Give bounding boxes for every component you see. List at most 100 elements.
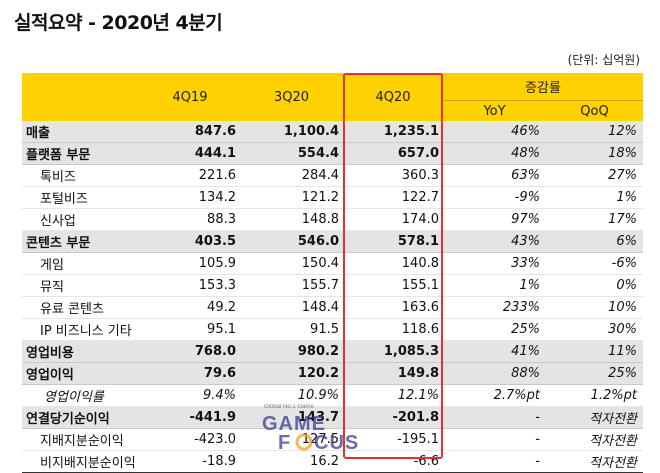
cell-4q19: 768.0 xyxy=(140,340,240,363)
cell-4q20: 657.0 xyxy=(343,142,443,165)
cell-4q20: 140.8 xyxy=(401,256,439,271)
cell-qoq: 적자전환 xyxy=(546,450,643,473)
page-title: 실적요약 - 2020년 4분기 xyxy=(14,12,223,34)
cell-4q20: 122.7 xyxy=(401,190,439,205)
row-label: 플랫폼 부문 xyxy=(22,142,140,165)
cell-4q20: 163.6 xyxy=(401,300,439,315)
table-row: 플랫폼 부문 444.1 554.4 657.0 48% 18% xyxy=(22,142,643,165)
row-label: 지배지분순이익 xyxy=(40,434,124,449)
cell-qoq: 1% xyxy=(616,190,637,205)
cell-3q20: 16.2 xyxy=(240,450,343,473)
table-row: 비지배지분순이익 -18.9 16.2 -6.6- 적자전환 xyxy=(22,450,643,473)
cell-4q20: 12.1% xyxy=(397,388,439,403)
cell-yoy: 88% xyxy=(443,362,546,385)
cell-qoq: 25% xyxy=(546,362,643,385)
table-row: 뮤직 153.3 155.7 155.1 1% 0% xyxy=(22,275,643,297)
header-growth: 증감률 xyxy=(443,73,643,101)
cell-4q19: 95.1 xyxy=(207,322,236,337)
cell-3q20: 91.5 xyxy=(310,322,339,337)
cell-qoq: 18% xyxy=(546,142,643,165)
cell-4q19: 221.6 xyxy=(198,168,236,183)
cell-3q20: 155.7 xyxy=(301,278,339,293)
table-row: 톡비즈 221.6 284.4 360.3 63% 27% xyxy=(22,165,643,187)
cell-4q19: 105.9 xyxy=(198,256,236,271)
header-yoy: YoY xyxy=(443,100,546,121)
cell-3q20: 148.4 xyxy=(301,300,339,315)
cell-4q19: 444.1 xyxy=(140,142,240,165)
cell-qoq: 11% xyxy=(546,340,643,363)
row-label: 영업이익 xyxy=(22,362,140,385)
cell-qoq: 12% xyxy=(546,121,643,143)
row-label: 콘텐츠 부문 xyxy=(22,230,140,253)
cell-qoq: 1.2%pt xyxy=(590,388,637,403)
cell-yoy: -9% xyxy=(514,190,540,205)
row-label: 매출 xyxy=(22,121,140,143)
cell-yoy: 48% xyxy=(443,142,546,165)
cell-yoy: 63% xyxy=(511,168,540,183)
table-row: 영업이익률 9.4% 10.9% 12.1% 2.7%pt 1.2%pt xyxy=(22,385,643,407)
cell-3q20: 10.9% xyxy=(297,388,339,403)
table-subheader-row: YoY QoQ xyxy=(22,100,643,121)
cell-4q19: -423.0 xyxy=(194,432,236,447)
cell-qoq: 10% xyxy=(608,300,637,315)
cell-3q20: 546.0 xyxy=(240,230,343,253)
row-label: 신사업 xyxy=(40,214,76,229)
header-qoq: QoQ xyxy=(546,100,643,121)
cell-4q19: 88.3 xyxy=(207,212,236,227)
cell-yoy: 33% xyxy=(511,256,540,271)
table-row: 영업비용 768.0 980.2 1,085.3 41% 11% xyxy=(22,340,643,363)
cell-4q20: -6.6 xyxy=(343,450,443,473)
cell-4q19: -18.9 xyxy=(140,450,240,473)
cell-4q20: 174.0 xyxy=(401,212,439,227)
cell-3q20: 980.2 xyxy=(240,340,343,363)
row-label: 톡비즈 xyxy=(40,170,76,185)
table-row: 신사업 88.3 148.8 174.0 97% 17% xyxy=(22,209,643,231)
cell-4q19: 403.5 xyxy=(140,230,240,253)
row-label: 뮤직 xyxy=(40,280,64,295)
cell-4q20: 578.1 xyxy=(343,230,443,253)
cell-3q20: 143.7 xyxy=(240,406,343,429)
cell-3q20: 120.2 xyxy=(240,362,343,385)
table-row: 포털비즈 134.2 121.2 122.7 -9% 1% xyxy=(22,187,643,209)
cell-3q20: 121.2 xyxy=(301,190,339,205)
cell-yoy: 97% xyxy=(511,212,540,227)
cell-4q20: 1,085.3 xyxy=(343,340,443,363)
cell-yoy: 25% xyxy=(511,322,540,337)
cell-4q20: 149.8 xyxy=(343,362,443,385)
cell-qoq: -6% xyxy=(611,256,637,271)
cell-yoy: - xyxy=(443,406,546,429)
row-label: 비지배지분순이익 xyxy=(22,450,140,473)
cell-4q20: 118.6 xyxy=(401,322,439,337)
row-label: IP 비즈니스 기타 xyxy=(40,324,132,339)
table-row: 게임 105.9 150.4 140.8 33% -6% xyxy=(22,253,643,275)
cell-3q20: 1,100.4 xyxy=(240,121,343,143)
unit-note: (단위: 십억원) xyxy=(567,53,640,67)
cell-3q20: 127.5 xyxy=(301,432,339,447)
row-label: 연결당기순이익 xyxy=(22,406,140,429)
cell-4q19: 49.2 xyxy=(207,300,236,315)
table-row: IP 비즈니스 기타 95.1 91.5 118.6 25% 30% xyxy=(22,319,643,341)
cell-3q20: 284.4 xyxy=(301,168,339,183)
cell-4q19: 847.6 xyxy=(140,121,240,143)
earnings-summary-table: 4Q19 3Q20 4Q20 증감률 YoY QoQ 매출 847.6 1,100.… xyxy=(22,73,643,473)
header-4q19: 4Q19 xyxy=(140,73,240,121)
row-label: 유료 콘텐츠 xyxy=(40,302,104,317)
table-row: 지배지분순이익 -423.0 127.5 -195.1 - 적자전환 xyxy=(22,429,643,451)
cell-4q19: 9.4% xyxy=(202,388,236,403)
cell-4q20: -201.8 xyxy=(343,406,443,429)
table-row: 연결당기순이익 -441.9 143.7 -201.8- 적자전환 xyxy=(22,406,643,429)
cell-4q19: 79.6 xyxy=(140,362,240,385)
cell-yoy: 233% xyxy=(502,300,540,315)
cell-yoy: - xyxy=(443,450,546,473)
row-label: 게임 xyxy=(40,258,64,273)
header-blank xyxy=(22,73,140,121)
cell-yoy: 2.7%pt xyxy=(493,388,540,403)
cell-qoq: 적자전환 xyxy=(546,406,643,429)
table-row: 유료 콘텐츠 49.2 148.4 163.6 233% 10% xyxy=(22,297,643,319)
cell-qoq: 적자전환 xyxy=(589,434,637,449)
table-row: 콘텐츠 부문 403.5 546.0 578.1 43% 6% xyxy=(22,230,643,253)
cell-4q20: 155.1 xyxy=(401,278,439,293)
cell-qoq: 6% xyxy=(546,230,643,253)
row-label: 포털비즈 xyxy=(40,192,88,207)
cell-yoy: - xyxy=(535,432,540,447)
